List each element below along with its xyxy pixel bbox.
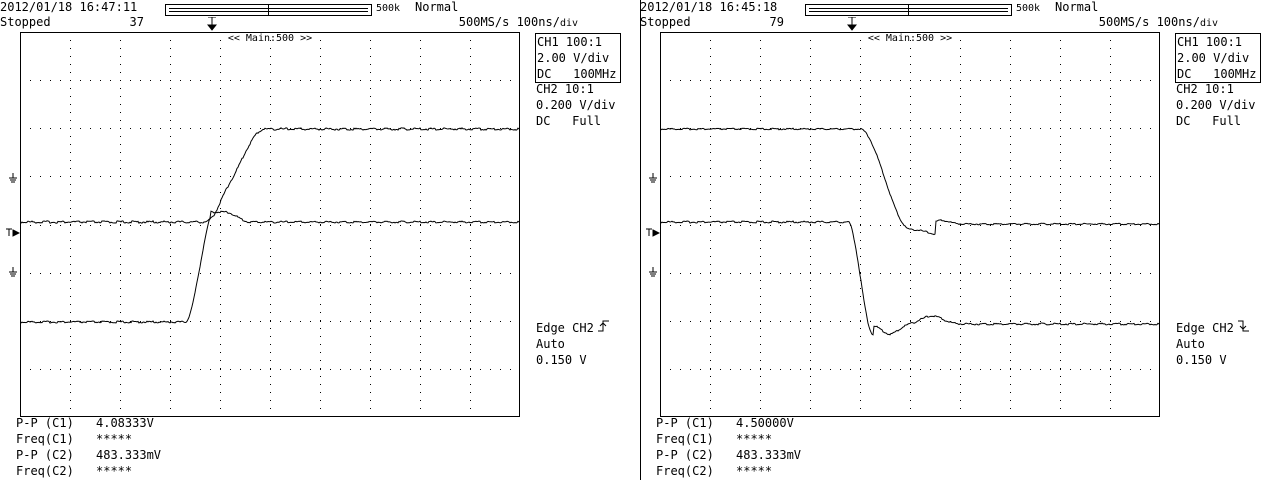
acquisition-count: 79 xyxy=(769,15,784,29)
trigger-settings[interactable]: Edge CH2 Auto 0.150 V xyxy=(535,320,610,368)
measurement-row: P-P (C2) 483.333mV xyxy=(16,448,162,462)
record-length: 500k xyxy=(376,3,401,14)
measurement-row: P-P (C1) 4.50000V xyxy=(656,416,794,430)
ground-icon xyxy=(8,173,18,188)
measurement-row: Freq(C2) ***** xyxy=(16,464,133,478)
time-div-unit: div xyxy=(1199,18,1218,29)
panel-divider xyxy=(640,0,641,480)
ch2-coupling-bw: DC Full xyxy=(1176,114,1242,128)
trigger-level-icon xyxy=(646,227,661,240)
ch2-probe: CH2 10:1 xyxy=(1176,82,1234,96)
timebase-readout: 500MS/s 100ns/div xyxy=(1038,15,1218,31)
timebase-readout: 500MS/s 100ns/div xyxy=(398,15,578,31)
acquisition-count: 37 xyxy=(129,15,144,29)
record-length: 500k xyxy=(1016,3,1041,14)
ground-icon xyxy=(648,173,658,188)
waveform-display-right: << Main:500 >> xyxy=(660,32,1160,417)
ch2-trace xyxy=(20,210,520,324)
ground-icon xyxy=(648,267,658,282)
ch1-settings[interactable]: CH1 100:1 2.00 V/div DC 100MHz xyxy=(1175,33,1262,83)
record-position-bar[interactable] xyxy=(165,4,372,16)
run-state: Stopped xyxy=(640,15,691,29)
ground-icon xyxy=(8,267,18,282)
trigger-level: 0.150 V xyxy=(1176,353,1227,367)
ch1-coupling-bw: DC 100MHz xyxy=(537,67,617,81)
trigger-mode: Normal xyxy=(1055,0,1099,14)
record-position-thumb[interactable] xyxy=(268,4,269,16)
scope-panel-left: 2012/01/18 16:47:11 Stopped 37 500k Norm… xyxy=(0,0,622,479)
ch1-probe: CH1 100:1 xyxy=(537,35,603,49)
trigger-position-icon xyxy=(846,16,858,33)
ch2-settings[interactable]: CH2 10:1 0.200 V/div DC Full xyxy=(535,81,615,129)
ch1-trace xyxy=(20,127,520,224)
scope-panel-right: 2012/01/18 16:45:18 Stopped 79 500k Norm… xyxy=(640,0,1280,480)
trigger-settings[interactable]: Edge CH2 Auto 0.150 V xyxy=(1175,320,1250,368)
measurement-row: P-P (C2) 483.333mV xyxy=(656,448,802,462)
sample-rate: 500MS/s 100ns/ xyxy=(1098,15,1200,29)
ch2-trace xyxy=(660,220,1160,336)
record-position-thumb[interactable] xyxy=(908,4,909,16)
acquisition-datetime: 2012/01/18 16:45:18 xyxy=(640,0,778,14)
zoom-label: << Main:500 >> xyxy=(867,33,953,44)
ch1-coupling-bw: DC 100MHz xyxy=(1177,67,1257,81)
waveform-traces xyxy=(20,127,520,324)
run-state: Stopped xyxy=(0,15,51,29)
measurement-row: Freq(C1) ***** xyxy=(656,432,773,446)
zoom-label: << Main:500 >> xyxy=(227,33,313,44)
ch1-volts-div: 2.00 V/div xyxy=(537,51,610,65)
measurements: P-P (C1) 4.08333V Freq(C1) ***** P-P (C2) 4… xyxy=(16,415,161,479)
measurement-row: P-P (C1) 4.08333V xyxy=(16,416,154,430)
trigger-source: Edge CH2 xyxy=(1176,321,1234,335)
falling-edge-icon xyxy=(1237,320,1250,336)
measurement-row: Freq(C2) ***** xyxy=(656,464,773,478)
ch2-settings[interactable]: CH2 10:1 0.200 V/div DC Full xyxy=(1175,81,1255,129)
ch1-probe: CH1 100:1 xyxy=(1177,35,1243,49)
waveform-traces xyxy=(660,127,1160,336)
trigger-level: 0.150 V xyxy=(536,353,587,367)
trigger-mode-auto: Auto xyxy=(1176,337,1205,351)
measurements: P-P (C1) 4.50000V Freq(C1) ***** P-P (C2) 4… xyxy=(656,415,801,479)
time-div-unit: div xyxy=(559,18,578,29)
trigger-position-icon xyxy=(206,16,218,33)
trigger-level-icon xyxy=(6,227,21,240)
ch1-settings[interactable]: CH1 100:1 2.00 V/div DC 100MHz xyxy=(535,33,622,83)
acquisition-datetime: 2012/01/18 16:47:11 xyxy=(0,0,138,14)
record-position-bar[interactable] xyxy=(805,4,1012,16)
ch2-volts-div: 0.200 V/div xyxy=(536,98,616,112)
trigger-mode-auto: Auto xyxy=(536,337,565,351)
trigger-source: Edge CH2 xyxy=(536,321,594,335)
waveform-display-left: << Main:500 >> xyxy=(20,32,520,417)
ch2-probe: CH2 10:1 xyxy=(536,82,594,96)
ch2-volts-div: 0.200 V/div xyxy=(1176,98,1256,112)
ch1-volts-div: 2.00 V/div xyxy=(1177,51,1250,65)
ch1-trace xyxy=(660,127,1160,236)
rising-edge-icon xyxy=(597,320,610,336)
sample-rate: 500MS/s 100ns/ xyxy=(458,15,560,29)
ch2-coupling-bw: DC Full xyxy=(536,114,602,128)
measurement-row: Freq(C1) ***** xyxy=(16,432,133,446)
trigger-mode: Normal xyxy=(415,0,459,14)
graticule xyxy=(20,32,520,417)
